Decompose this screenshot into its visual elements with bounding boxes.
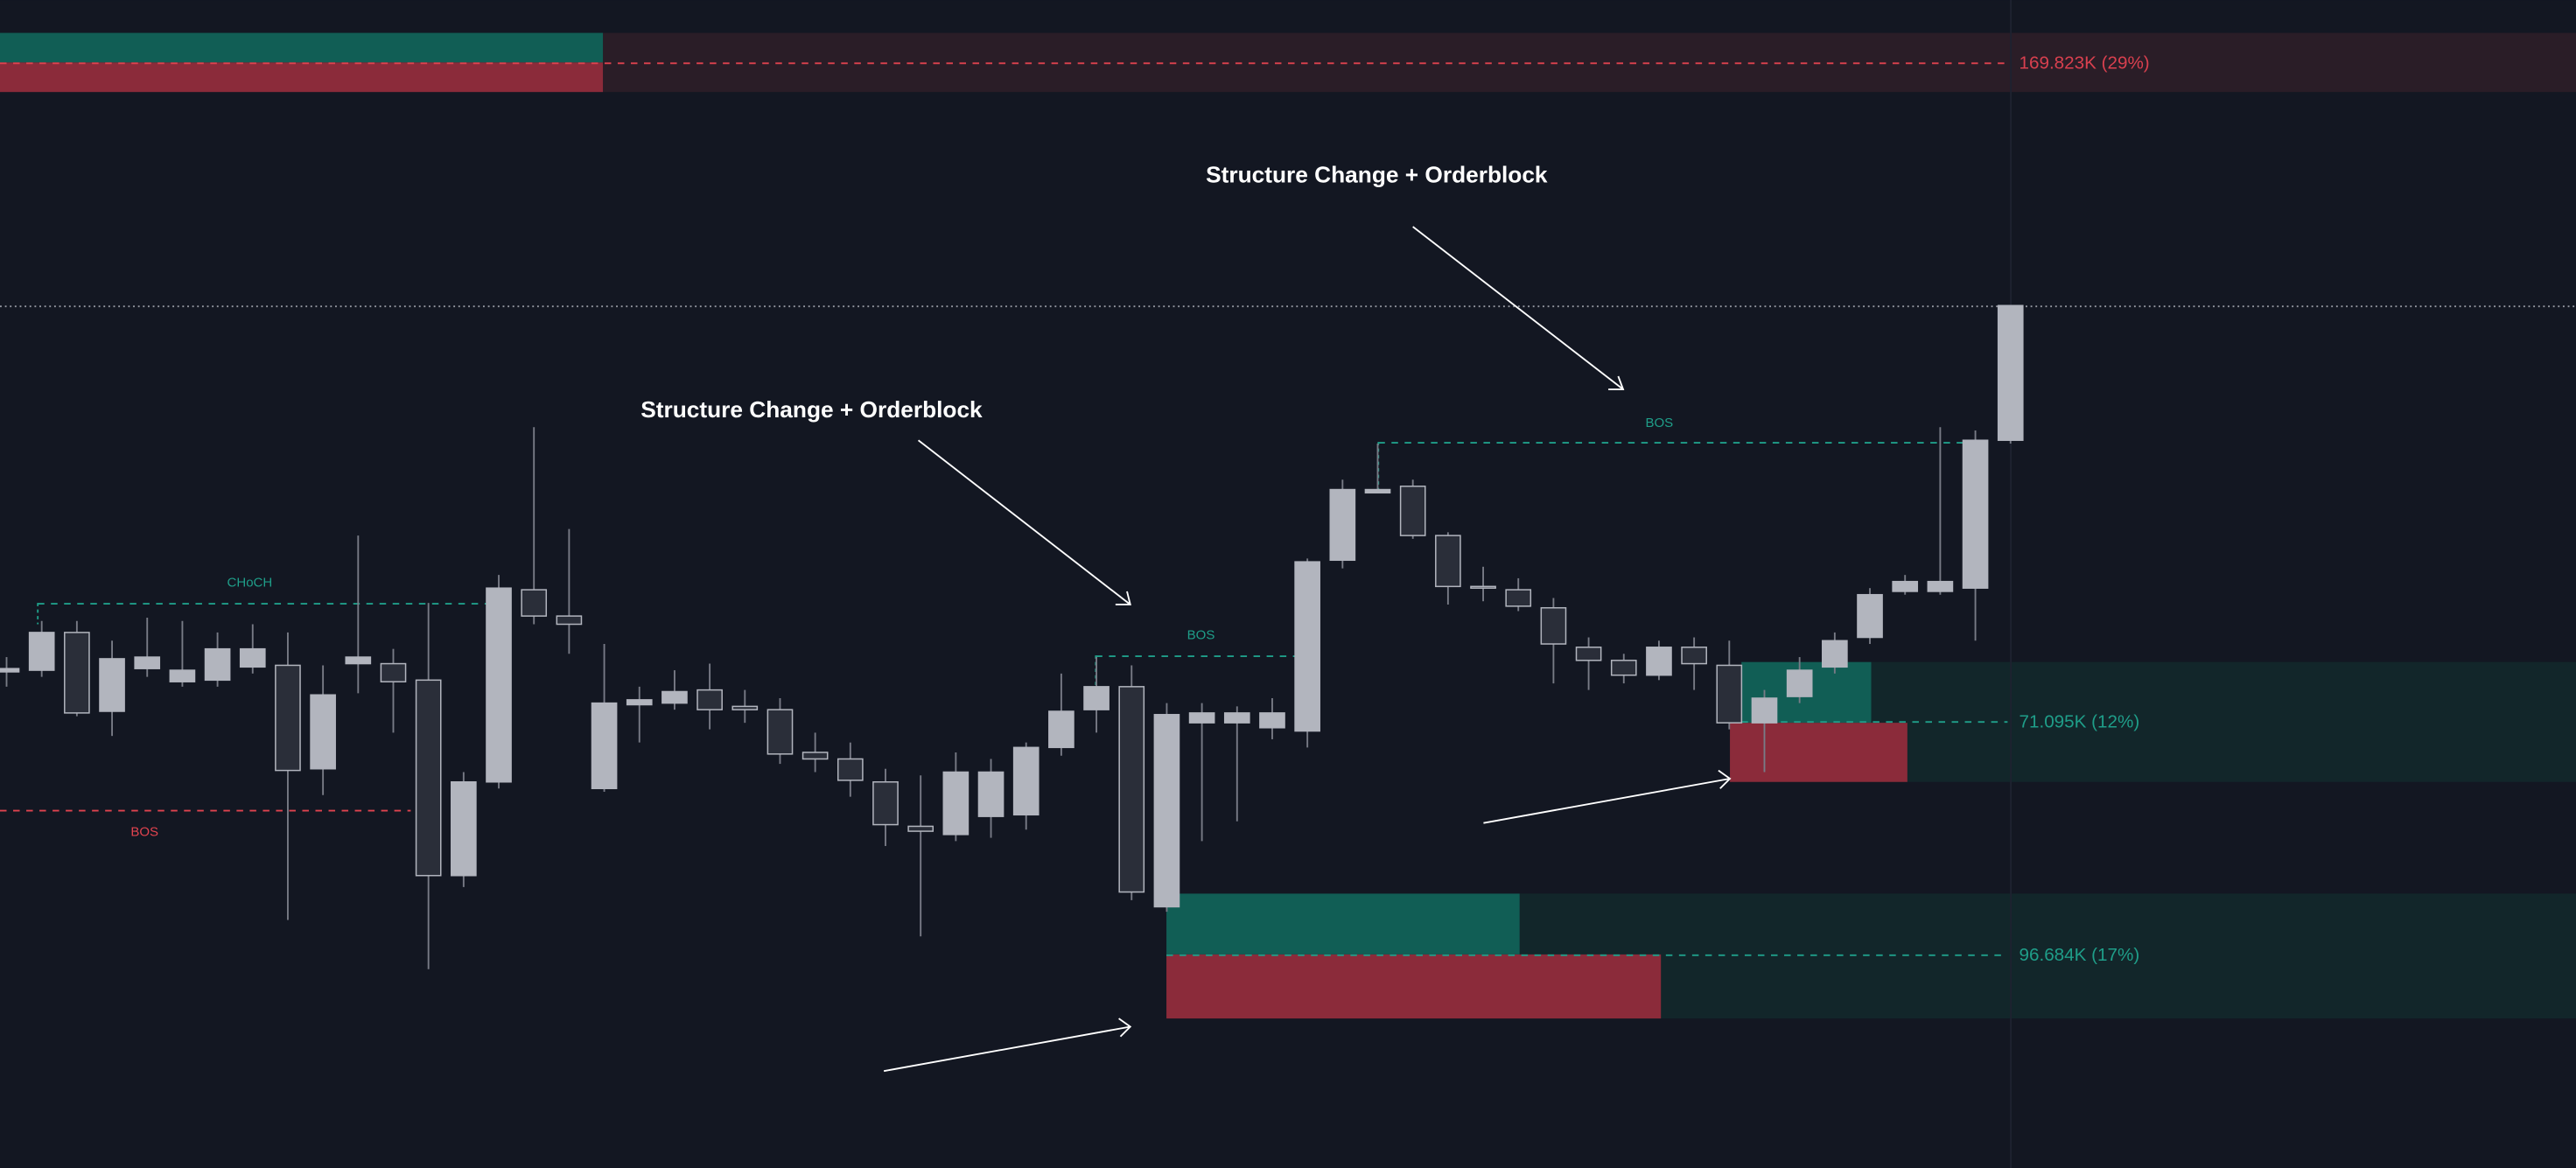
candle-body xyxy=(1681,647,1707,665)
candle-body xyxy=(1646,647,1672,676)
arrows xyxy=(883,226,1732,1073)
candle-body xyxy=(1997,304,2024,441)
candle-body xyxy=(169,669,196,682)
candle-body xyxy=(380,662,407,682)
candle-body xyxy=(1892,580,1919,592)
zone-label: 71.095K (12%) xyxy=(2020,712,2140,732)
candle-body xyxy=(662,690,688,704)
candle-body xyxy=(977,771,1004,817)
candle-body xyxy=(99,658,125,712)
candle-body xyxy=(1857,593,1883,639)
candle-body xyxy=(310,694,336,770)
candle-body xyxy=(626,699,653,706)
candle-body xyxy=(836,758,864,781)
zone-extension xyxy=(603,32,2576,93)
candle-body xyxy=(415,679,442,877)
candle-body xyxy=(1399,486,1426,536)
candles xyxy=(0,304,2024,969)
candle-body xyxy=(1786,669,1813,697)
candle-body xyxy=(1610,660,1637,676)
candle-body xyxy=(1962,439,1989,589)
candle-body xyxy=(521,589,548,617)
zone-bear xyxy=(1166,954,1662,1019)
candle-body xyxy=(1118,686,1145,893)
candle-body xyxy=(486,587,512,783)
candle-body xyxy=(239,647,266,668)
candle-body xyxy=(275,664,301,772)
candle-body xyxy=(1259,712,1285,729)
candle-body xyxy=(766,709,794,755)
candle-body xyxy=(1153,714,1180,908)
candle-body xyxy=(1575,647,1602,661)
candle-body xyxy=(802,752,829,760)
zone-bear xyxy=(0,62,604,93)
candle-body xyxy=(1540,606,1567,645)
candle-body xyxy=(591,702,618,790)
candle-body xyxy=(134,656,161,669)
candle-body xyxy=(556,615,583,626)
candle-body xyxy=(872,780,899,826)
candle-body xyxy=(696,689,723,710)
candle-body xyxy=(1329,488,1356,562)
candle-body xyxy=(1822,640,1848,668)
zone-bull xyxy=(1166,893,1520,955)
candle-body xyxy=(64,632,90,714)
candle-body xyxy=(204,647,231,682)
candle-body xyxy=(28,632,55,671)
zone-label: 96.684K (17%) xyxy=(2020,945,2140,965)
annotation: Structure Change + Orderblock xyxy=(1206,161,1548,187)
zone-extension xyxy=(1871,661,2576,782)
candle-body xyxy=(345,656,372,665)
candle-body xyxy=(1470,585,1496,589)
zone-bull xyxy=(0,32,604,63)
zone-label: 169.823K (29%) xyxy=(2020,53,2150,73)
candle-body xyxy=(1927,580,1954,592)
bos-label: BOS xyxy=(130,825,158,840)
candle-body xyxy=(1294,561,1320,732)
candle-body xyxy=(451,780,477,877)
bos-label: BOS xyxy=(1187,627,1215,642)
candle-body xyxy=(1048,710,1074,749)
candle-body xyxy=(1751,697,1778,724)
candle-body xyxy=(1083,686,1110,710)
candle-body xyxy=(1012,746,1040,816)
candle-body xyxy=(1188,712,1215,724)
candle-body xyxy=(1505,589,1532,607)
candle-body xyxy=(0,668,20,673)
annotation: Structure Change + Orderblock xyxy=(640,396,983,423)
zone-extension xyxy=(1519,893,2576,1019)
candle-body xyxy=(1716,664,1743,724)
zone-bear xyxy=(1730,723,1908,782)
candle-body xyxy=(907,825,934,832)
candle-body xyxy=(1435,535,1461,588)
candle-body xyxy=(1364,488,1391,494)
choch-label: CHoCH xyxy=(228,575,273,590)
candle-body xyxy=(942,771,970,836)
candle-body xyxy=(732,705,759,710)
candle-body xyxy=(1223,712,1250,724)
bos-label: BOS xyxy=(1645,416,1673,430)
